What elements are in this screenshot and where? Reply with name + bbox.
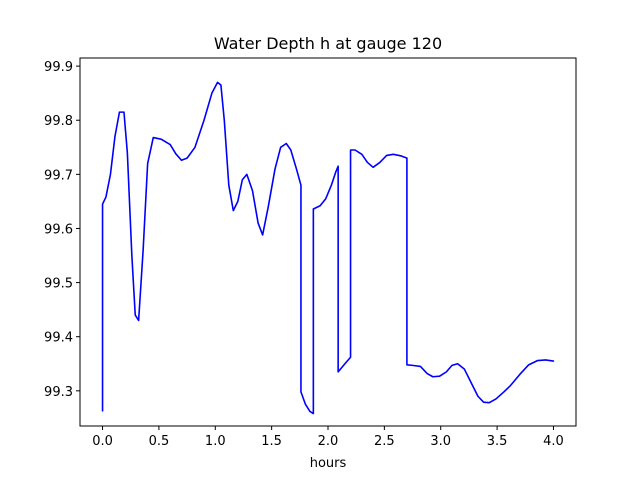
y-tick-label: 99.9 (44, 60, 73, 75)
y-tick-label: 99.7 (44, 168, 73, 183)
x-axis-title: hours (310, 456, 347, 471)
axes-frame (79, 57, 577, 427)
x-axis-ticks: 0.0 0.5 1.0 1.5 2.0 2.5 3.0 3.5 4.0 (92, 426, 564, 449)
x-tick-label: 2.5 (374, 434, 395, 449)
x-tick-label: 2.0 (318, 434, 339, 449)
y-tick-label: 99.4 (44, 331, 73, 346)
x-tick-label: 4.0 (543, 434, 564, 449)
y-tick-label: 99.3 (44, 385, 73, 400)
x-tick-label: 3.0 (430, 434, 451, 449)
x-tick-label: 3.5 (487, 434, 508, 449)
x-tick-label: 1.0 (205, 434, 226, 449)
x-tick-label: 0.0 (92, 434, 113, 449)
series-line-0 (101, 81, 555, 415)
y-axis-ticks: 99.3 99.4 99.5 99.6 99.7 99.8 99.9 (44, 60, 80, 400)
x-tick-label: 1.5 (261, 434, 282, 449)
y-tick-label: 99.8 (44, 114, 73, 129)
chart-title: Water Depth h at gauge 120 (214, 34, 442, 53)
y-tick-label: 99.5 (44, 277, 73, 292)
y-tick-label: 99.6 (44, 222, 73, 237)
x-tick-label: 0.5 (149, 434, 170, 449)
plot-area (101, 81, 555, 415)
